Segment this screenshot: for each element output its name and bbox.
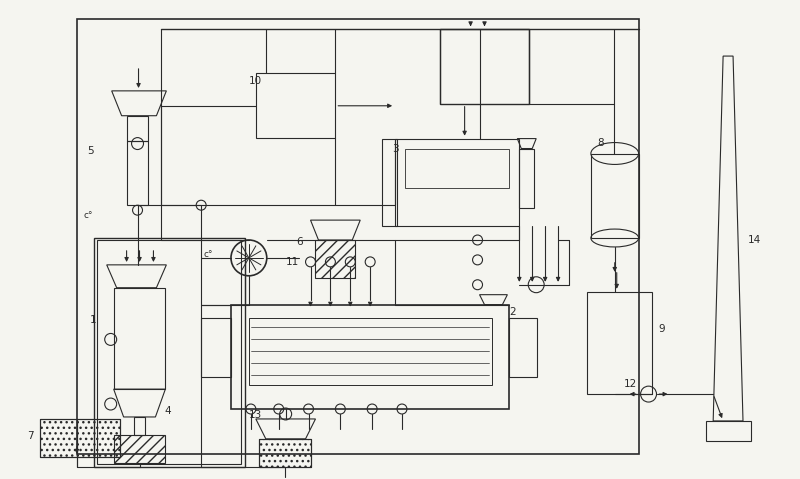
Text: 11: 11 <box>286 257 299 267</box>
Text: 14: 14 <box>748 235 762 245</box>
Text: 13: 13 <box>249 410 262 420</box>
Text: 8: 8 <box>597 137 603 148</box>
Bar <box>97 240 241 464</box>
Text: 3: 3 <box>392 144 398 154</box>
Bar <box>259 439 310 467</box>
Text: 6: 6 <box>297 237 303 247</box>
Text: 1: 1 <box>90 315 97 325</box>
Text: 9: 9 <box>658 324 665 334</box>
Bar <box>510 318 537 377</box>
Bar <box>231 305 510 409</box>
Text: 4: 4 <box>164 406 171 416</box>
Bar <box>440 29 530 104</box>
Bar <box>40 419 120 457</box>
Bar <box>249 318 493 385</box>
Bar <box>114 435 166 463</box>
Bar <box>77 19 638 454</box>
Text: 2: 2 <box>510 307 516 317</box>
Bar <box>591 153 638 238</box>
Bar <box>256 73 335 137</box>
Bar <box>126 140 149 205</box>
Bar <box>114 288 166 389</box>
Text: 5: 5 <box>87 146 94 156</box>
Bar <box>405 148 510 188</box>
Bar <box>587 292 651 394</box>
Text: c°: c° <box>84 211 94 220</box>
Text: 12: 12 <box>624 379 637 389</box>
Bar <box>94 238 245 467</box>
Bar <box>706 421 751 441</box>
Text: 10: 10 <box>249 76 262 86</box>
Bar <box>40 419 120 457</box>
Bar <box>126 116 149 140</box>
Bar <box>201 318 231 377</box>
Bar <box>519 148 534 208</box>
Text: 7: 7 <box>27 431 34 441</box>
Bar <box>134 417 146 435</box>
Bar <box>259 439 310 467</box>
Bar <box>395 138 519 226</box>
Text: c°: c° <box>203 251 213 260</box>
Bar <box>382 138 397 226</box>
Bar <box>315 240 355 278</box>
